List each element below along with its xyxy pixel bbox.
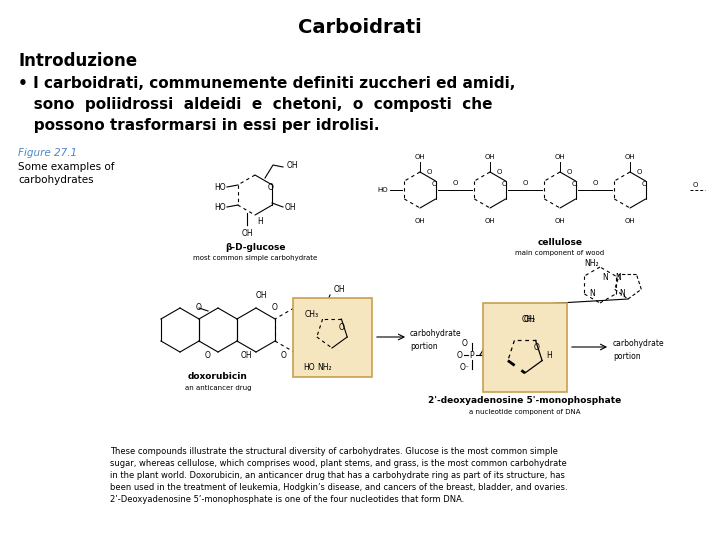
Text: O: O — [431, 181, 437, 187]
Text: O: O — [272, 303, 278, 313]
Text: Introduzione: Introduzione — [18, 52, 137, 70]
Text: portion: portion — [410, 342, 438, 351]
Text: O⁻: O⁻ — [460, 362, 470, 372]
Text: N: N — [589, 288, 595, 298]
Text: O: O — [642, 181, 647, 187]
Text: been used in the treatment of leukemia, Hodgkin’s disease, and cancers of the br: been used in the treatment of leukemia, … — [110, 483, 567, 492]
Text: O: O — [522, 180, 528, 186]
Text: N: N — [615, 273, 621, 281]
Text: OH: OH — [485, 154, 495, 160]
Text: OH: OH — [240, 350, 252, 360]
Text: OH: OH — [485, 218, 495, 224]
Text: most common simple carbohydrate: most common simple carbohydrate — [193, 255, 317, 261]
Text: doxorubicin: doxorubicin — [188, 372, 248, 381]
Text: NH₂: NH₂ — [585, 259, 599, 267]
Text: O: O — [567, 169, 572, 175]
Text: carbohydrate: carbohydrate — [410, 329, 462, 338]
Text: OH: OH — [334, 286, 346, 294]
Text: OH: OH — [285, 202, 297, 212]
Text: a nucleotide component of DNA: a nucleotide component of DNA — [469, 409, 581, 415]
Text: 2'-deoxyadenosine 5'-monophosphate: 2'-deoxyadenosine 5'-monophosphate — [428, 396, 621, 405]
Text: O: O — [593, 180, 598, 186]
Text: • I carboidrati, communemente definiti zuccheri ed amidi,: • I carboidrati, communemente definiti z… — [18, 76, 516, 91]
Text: P: P — [469, 350, 474, 360]
Text: O: O — [693, 182, 698, 188]
Text: Carboidrati: Carboidrati — [298, 18, 422, 37]
Text: main component of wood: main component of wood — [516, 250, 605, 256]
Text: sugar, whereas cellulose, which comprises wood, plant stems, and grass, is the m: sugar, whereas cellulose, which comprise… — [110, 459, 567, 468]
Text: O: O — [426, 169, 432, 175]
Text: O: O — [339, 322, 345, 332]
Text: O: O — [205, 350, 211, 360]
Text: OH: OH — [625, 154, 635, 160]
Text: O: O — [452, 180, 458, 186]
Text: O: O — [534, 342, 540, 352]
Text: OH: OH — [255, 291, 267, 300]
Text: N: N — [619, 288, 625, 298]
Text: cellulose: cellulose — [538, 238, 582, 247]
Text: CH₂: CH₂ — [522, 315, 536, 324]
Text: H: H — [257, 217, 263, 226]
Text: an anticancer drug: an anticancer drug — [185, 385, 251, 391]
Text: portion: portion — [613, 352, 641, 361]
Text: OH: OH — [554, 154, 565, 160]
Text: OH: OH — [324, 306, 336, 314]
Text: O: O — [636, 169, 642, 175]
Text: possono trasformarsi in essi per idrolisi.: possono trasformarsi in essi per idrolis… — [18, 118, 379, 133]
Text: OH: OH — [415, 218, 426, 224]
Text: O: O — [457, 350, 463, 360]
Text: O: O — [462, 339, 468, 348]
Text: H: H — [296, 338, 302, 347]
Text: N: N — [602, 273, 608, 281]
Text: O: O — [496, 169, 502, 175]
Text: O: O — [281, 350, 287, 360]
Text: OH: OH — [554, 218, 565, 224]
Text: OH: OH — [241, 229, 253, 238]
Text: O: O — [571, 181, 577, 187]
FancyBboxPatch shape — [483, 303, 567, 392]
Text: Figure 27.1: Figure 27.1 — [18, 148, 77, 158]
Text: Some examples of
carbohydrates: Some examples of carbohydrates — [18, 162, 114, 185]
Text: OH: OH — [287, 160, 299, 170]
Text: H: H — [546, 350, 552, 360]
Text: sono  poliidrossi  aldeidi  e  chetoni,  o  composti  che: sono poliidrossi aldeidi e chetoni, o co… — [18, 97, 492, 112]
Text: HO: HO — [377, 187, 388, 193]
Text: These compounds illustrate the structural diversity of carbohydrates. Glucose is: These compounds illustrate the structura… — [110, 447, 558, 456]
Text: β-D-glucose: β-D-glucose — [225, 243, 285, 252]
Text: HO: HO — [303, 363, 315, 372]
Text: HO: HO — [215, 202, 226, 212]
Text: in the plant world. Doxorubicin, an anticancer drug that has a carbohydrate ring: in the plant world. Doxorubicin, an anti… — [110, 471, 565, 480]
Text: OH: OH — [625, 218, 635, 224]
Text: O: O — [196, 303, 202, 313]
Text: OH: OH — [415, 154, 426, 160]
Text: CH₃: CH₃ — [305, 310, 319, 319]
FancyBboxPatch shape — [293, 298, 372, 377]
Text: NH₂: NH₂ — [317, 363, 332, 372]
Text: HO: HO — [215, 183, 226, 192]
Text: O: O — [268, 183, 274, 192]
Text: OH: OH — [523, 315, 535, 325]
Text: 2’-Deoxyadenosine 5’-monophosphate is one of the four nucleotides that form DNA.: 2’-Deoxyadenosine 5’-monophosphate is on… — [110, 495, 464, 504]
Text: carbohydrate: carbohydrate — [613, 339, 665, 348]
Text: O: O — [501, 181, 507, 187]
